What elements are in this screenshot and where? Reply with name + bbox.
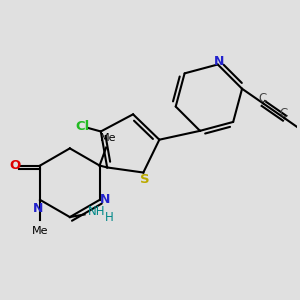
Text: N: N <box>100 194 111 206</box>
Text: C: C <box>280 107 288 120</box>
Text: S: S <box>140 172 150 186</box>
Text: Cl: Cl <box>76 120 90 133</box>
Text: N: N <box>33 202 43 214</box>
Text: N: N <box>214 55 225 68</box>
Text: H: H <box>105 211 114 224</box>
Text: Me: Me <box>100 133 116 142</box>
Text: O: O <box>9 159 20 172</box>
Text: NH: NH <box>88 205 105 218</box>
Text: C: C <box>259 92 267 105</box>
Text: Me: Me <box>32 226 48 236</box>
